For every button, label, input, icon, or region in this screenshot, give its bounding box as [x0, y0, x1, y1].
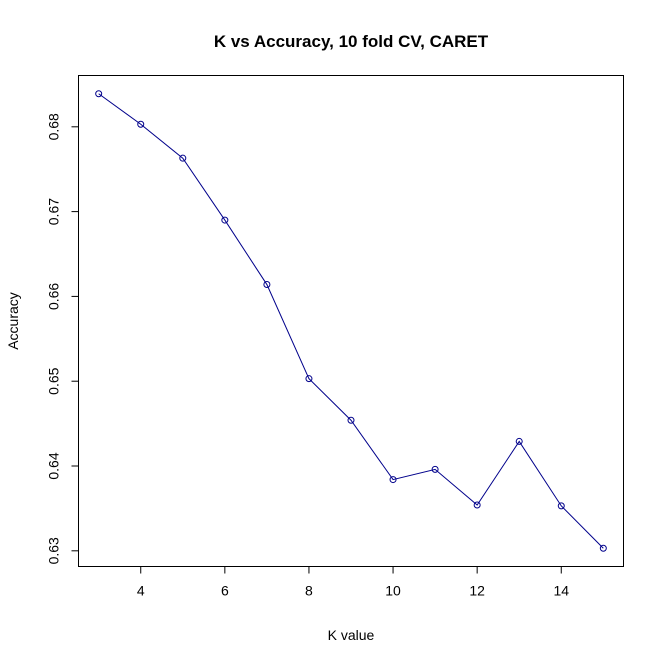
data-point	[347, 416, 355, 424]
chart-title: K vs Accuracy, 10 fold CV, CARET	[214, 32, 489, 51]
series-line	[98, 93, 604, 549]
data-point	[137, 120, 145, 128]
x-axis: 4 6 8 10 12 14	[137, 566, 569, 599]
data-point	[473, 501, 481, 509]
y-tick-label: 0.65	[46, 367, 62, 394]
y-axis-label: Accuracy	[5, 292, 21, 350]
x-tick-label: 14	[553, 583, 569, 599]
x-tick-label: 6	[221, 583, 229, 599]
y-tick-label: 0.66	[46, 283, 62, 310]
data-point	[431, 465, 439, 473]
y-tick-label: 0.64	[46, 452, 62, 479]
x-tick-label: 4	[137, 583, 145, 599]
data-point	[263, 281, 271, 289]
x-tick-label: 8	[305, 583, 313, 599]
data-point	[515, 437, 523, 445]
y-tick-label: 0.68	[46, 113, 62, 140]
y-axis: 0.63 0.64 0.65 0.66 0.67 0.68	[46, 113, 79, 564]
data-point	[95, 90, 103, 98]
data-point	[599, 544, 607, 552]
x-tick-label: 10	[385, 583, 401, 599]
data-point	[305, 375, 313, 383]
y-tick-label: 0.67	[46, 198, 62, 225]
data-point	[389, 476, 397, 484]
data-point	[179, 154, 187, 162]
data-point	[221, 216, 229, 224]
x-axis-label: K value	[328, 627, 375, 643]
series-group	[95, 90, 607, 552]
y-tick-label: 0.63	[46, 537, 62, 564]
data-point	[557, 502, 565, 510]
plot-frame	[78, 75, 624, 567]
x-tick-label: 12	[469, 583, 485, 599]
